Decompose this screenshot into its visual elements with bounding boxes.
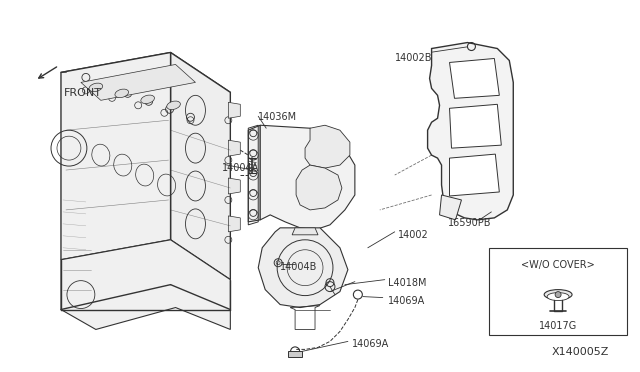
Polygon shape: [260, 125, 355, 230]
Polygon shape: [228, 102, 240, 118]
Text: 14004A: 14004A: [222, 163, 260, 173]
Polygon shape: [258, 228, 348, 308]
Polygon shape: [81, 64, 195, 100]
Text: FRONT: FRONT: [64, 89, 102, 98]
Polygon shape: [449, 104, 501, 148]
Circle shape: [555, 292, 561, 298]
Text: 14036M: 14036M: [258, 112, 298, 122]
Polygon shape: [228, 216, 240, 232]
Polygon shape: [428, 42, 513, 220]
Ellipse shape: [115, 89, 129, 97]
Text: 14002: 14002: [397, 230, 428, 240]
Polygon shape: [449, 58, 499, 98]
Ellipse shape: [547, 293, 569, 301]
Text: 16590PB: 16590PB: [447, 218, 491, 228]
Polygon shape: [440, 195, 461, 220]
Polygon shape: [61, 240, 230, 330]
Ellipse shape: [89, 83, 102, 92]
Polygon shape: [449, 154, 499, 196]
Polygon shape: [61, 52, 230, 112]
Ellipse shape: [141, 95, 154, 103]
Bar: [490, 248, 627, 336]
Polygon shape: [305, 125, 350, 168]
Polygon shape: [248, 125, 260, 222]
Ellipse shape: [167, 101, 180, 109]
Text: X140005Z: X140005Z: [552, 347, 609, 357]
Polygon shape: [228, 178, 240, 194]
Polygon shape: [296, 165, 342, 210]
Text: <W/O COVER>: <W/O COVER>: [521, 260, 595, 270]
Polygon shape: [171, 52, 230, 280]
Polygon shape: [228, 140, 240, 156]
Polygon shape: [61, 52, 171, 260]
Polygon shape: [292, 228, 318, 235]
Text: 14069A: 14069A: [352, 339, 389, 349]
Text: 14017G: 14017G: [539, 321, 577, 331]
Text: 14002B: 14002B: [395, 52, 432, 62]
Text: 14004B: 14004B: [280, 262, 317, 272]
Ellipse shape: [544, 290, 572, 299]
Polygon shape: [288, 352, 302, 357]
Text: 14069A: 14069A: [388, 296, 425, 305]
Text: L4018M: L4018M: [388, 278, 426, 288]
